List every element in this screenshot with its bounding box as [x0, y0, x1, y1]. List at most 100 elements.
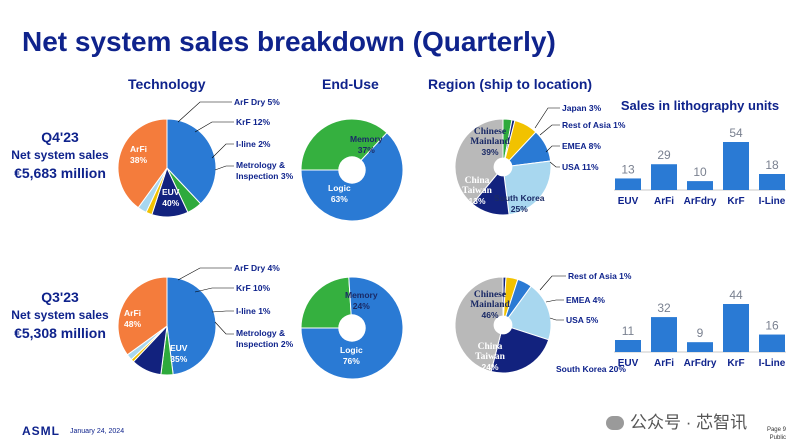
watermark: 公众号 · 芯智讯: [606, 408, 747, 433]
bar-value-label: 11: [622, 324, 635, 338]
quarter-q3: Q3'23: [41, 289, 79, 305]
bar-value-label: 54: [729, 126, 743, 140]
sales-label-q4: Net system sales: [11, 148, 109, 162]
bar-arfdry: [687, 181, 713, 190]
bar-category-label: I-Line: [759, 358, 786, 369]
label-krf-q3: KrF 10%: [236, 283, 271, 293]
pie-center-hole: [338, 314, 366, 342]
amount-q3: €5,308 million: [14, 325, 106, 341]
label-japan-q4: Japan 3%: [562, 103, 602, 113]
label-memory-q4: Memory 37%: [350, 134, 383, 155]
bar-value-label: 44: [729, 288, 743, 302]
label-iline-q4: I-line 2%: [236, 139, 271, 149]
bar-value-label: 16: [765, 319, 779, 333]
bar-value-label: 9: [697, 326, 704, 340]
amount-q4: €5,683 million: [14, 165, 106, 181]
sales-label-q3: Net system sales: [11, 308, 109, 322]
label-metrology-q4: Metrology & Inspection 3%: [236, 160, 294, 181]
pie-chart-end-use-q4: [300, 118, 404, 222]
label-krf-q4: KrF 12%: [236, 117, 271, 127]
pie-center-hole: [493, 157, 513, 177]
bar-arfi: [651, 164, 677, 190]
page-title: Net system sales breakdown (Quarterly): [22, 26, 556, 57]
pie-slice-memory: [300, 276, 353, 329]
header-technology: Technology: [128, 76, 206, 92]
label-memory-q3: Memory 24%: [345, 290, 378, 311]
label-logic-q4: Logic 63%: [328, 183, 351, 204]
pie-slice-arfi: [166, 118, 217, 205]
pie-slice-euv: [117, 276, 168, 356]
bar-category-label: KrF: [727, 358, 744, 369]
pie-center-hole: [493, 315, 513, 335]
bar-value-label: 29: [657, 148, 671, 162]
pie-slice-south-korea: [502, 285, 552, 341]
label-south-korea-q3: South Korea 20%: [556, 364, 626, 374]
pie-slice-south-korea: [502, 160, 552, 216]
bar-arfi: [651, 317, 677, 352]
pie-chart-end-use-q3: [300, 276, 404, 380]
pie-slice-euv: [117, 118, 168, 209]
label-emea-q3: EMEA 4%: [566, 295, 605, 305]
label-china-taiwan-q3: China Taiwan 24%: [475, 342, 505, 372]
pie-slice-chinese-mainland: [454, 276, 504, 373]
bar-euv: [615, 340, 641, 352]
label-china-taiwan-q4: China Taiwan 13%: [462, 176, 492, 206]
bar-value-label: 10: [693, 165, 707, 179]
row-label-q3: Q3'23 Net system sales €5,308 million: [8, 288, 112, 342]
bar-category-label: ArFi: [654, 358, 674, 369]
pie-chart-technology-q4: [117, 118, 217, 218]
footer-date: January 24, 2024: [70, 428, 125, 435]
label-rest-of-asia-q4: Rest of Asia 1%: [562, 120, 626, 130]
bar-category-label: ArFdry: [684, 196, 717, 207]
pie-slice-china-taiwan: [490, 324, 550, 374]
label-usa-q3: USA 5%: [566, 315, 599, 325]
pie-center-hole: [338, 156, 366, 184]
pie-slice-memory: [300, 118, 388, 171]
row-label-q4: Q4'23 Net system sales €5,683 million: [8, 128, 112, 182]
bar-krf: [723, 304, 749, 352]
bar-i-line: [759, 174, 785, 190]
label-emea-q4: EMEA 8%: [562, 141, 601, 151]
asml-logo: ASML: [22, 424, 60, 438]
bar-value-label: 18: [765, 158, 779, 172]
label-arfi-q4: ArFi 38%: [130, 144, 148, 165]
label-chinese-mainland-q3: Chinese Mainland 46%: [470, 290, 510, 320]
label-rest-of-asia-q3: Rest of Asia 1%: [568, 271, 632, 281]
label-euv-q4: EUV 40%: [162, 187, 180, 208]
bar-euv: [615, 178, 641, 190]
bar-i-line: [759, 334, 785, 352]
label-arfdry-q3: ArF Dry 4%: [234, 263, 280, 273]
label-iline-q3: I-line 1%: [236, 306, 271, 316]
bar-category-label: EUV: [618, 196, 639, 207]
bar-category-label: ArFi: [654, 196, 674, 207]
quarter-q4: Q4'23: [41, 129, 79, 145]
pie-slice-chinese-mainland: [454, 118, 504, 205]
wechat-icon: [606, 416, 624, 430]
label-euv-q3: EUV 35%: [170, 343, 188, 364]
bar-category-label: KrF: [727, 196, 744, 207]
bar-arfdry: [687, 342, 713, 352]
header-end-use: End-Use: [322, 76, 379, 92]
bar-value-label: 13: [621, 162, 635, 176]
pie-chart-region-q4: [454, 118, 552, 216]
label-chinese-mainland-q4: Chinese Mainland 39%: [470, 127, 510, 157]
label-metrology-q3: Metrology & Inspection 2%: [236, 328, 294, 349]
bar-chart-units-q4: 13 EUV 29 ArFi 10 ArFdry 54 KrF 18 I-Line: [614, 126, 786, 207]
bar-krf: [723, 142, 749, 190]
pie-chart-technology-q3: [117, 276, 217, 376]
label-logic-q3: Logic 76%: [340, 345, 363, 366]
label-usa-q4: USA 11%: [562, 162, 599, 172]
label-south-korea-q4: South Korea 25%: [494, 193, 545, 214]
label-arfi-q3: ArFi 48%: [124, 308, 142, 329]
bar-category-label: I-Line: [759, 196, 786, 207]
pie-chart-region-q3: [454, 276, 552, 374]
header-region: Region (ship to location): [428, 76, 593, 92]
bar-category-label: ArFdry: [684, 358, 717, 369]
bar-category-label: EUV: [618, 358, 639, 369]
footer-page: Page 9 Public: [766, 427, 786, 441]
bars-title: Sales in lithography units: [620, 98, 780, 113]
label-arfdry-q4: ArF Dry 5%: [234, 97, 280, 107]
bar-chart-units-q3: 11 EUV 32 ArFi 9 ArFdry 44 KrF 16 I-Line: [614, 288, 786, 369]
bar-value-label: 32: [657, 301, 671, 315]
